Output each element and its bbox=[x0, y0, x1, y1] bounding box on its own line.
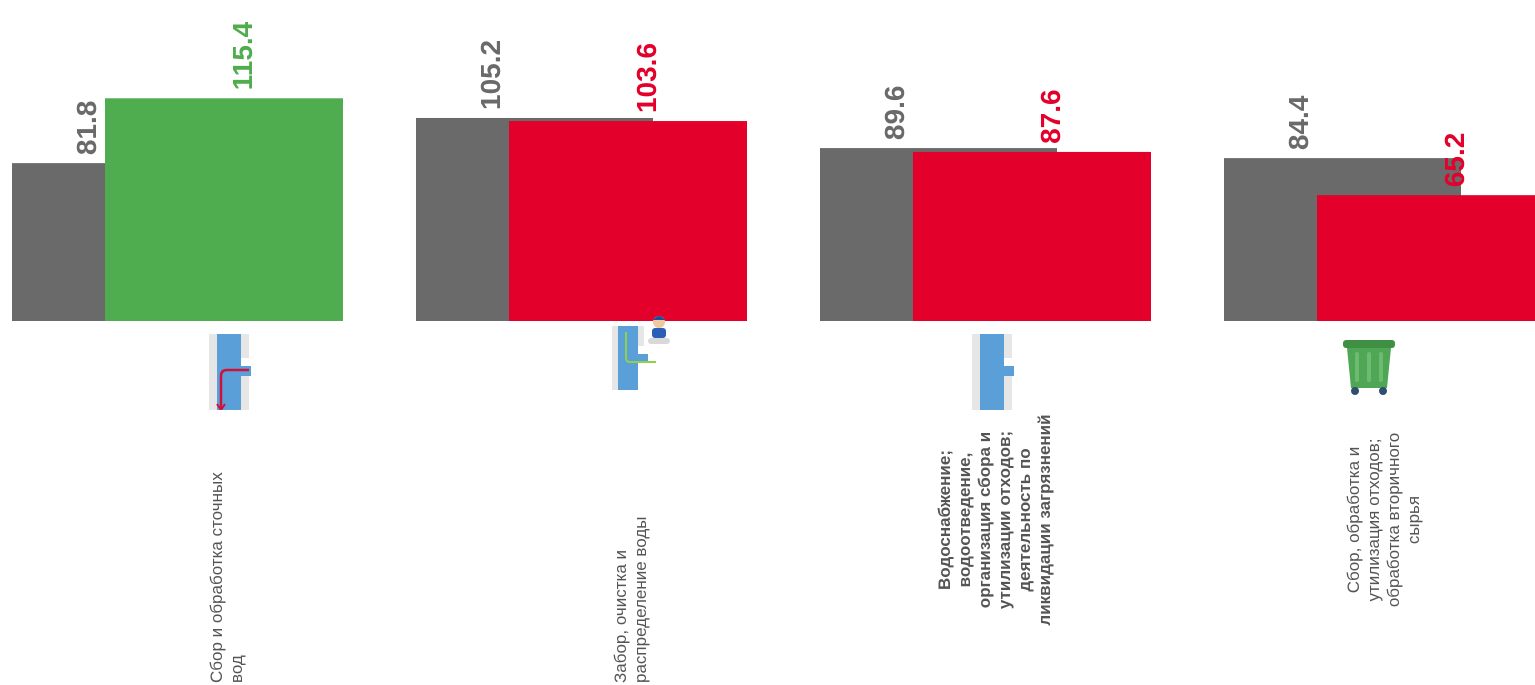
category-label-line: ликвидации загрязнений bbox=[1035, 414, 1054, 625]
category-label: Забор, очистка ираспределение воды bbox=[611, 517, 650, 683]
category-label-line: Водоснабжение; bbox=[935, 450, 954, 590]
category-label: Водоснабжение;водоотведение,организация … bbox=[935, 414, 1054, 625]
bar-current bbox=[509, 121, 747, 321]
bar-value-label-previous: 81.8 bbox=[71, 101, 102, 156]
water-intake-worker-icon bbox=[612, 315, 671, 390]
water-pipe-icon bbox=[972, 334, 1014, 410]
bar-group: 89.6 87.6 Водоснабжение;водоотведение,орга… bbox=[820, 86, 1151, 626]
category-label-line: вод bbox=[227, 655, 246, 683]
bar-value-label-previous: 84.4 bbox=[1283, 95, 1314, 150]
category-label-line: утилизации отходов; bbox=[995, 431, 1014, 609]
category-label-line: утилизация отходов; bbox=[1364, 439, 1383, 602]
bar-current bbox=[913, 151, 1151, 321]
plot-area: 81.8 115.4 Сбор и обработка сточныхвод 105.… bbox=[12, 21, 1535, 683]
bar-group: 81.8 115.4 Сбор и обработка сточныхвод bbox=[12, 21, 343, 683]
bar-value-label-previous: 89.6 bbox=[879, 86, 910, 141]
bar-value-label-current: 115.4 bbox=[227, 21, 258, 90]
category-label-line: Сбор и обработка сточных bbox=[207, 472, 226, 683]
category-label-line: Сбор, обработка и bbox=[1344, 447, 1363, 594]
bar-value-label-current: 87.6 bbox=[1035, 89, 1066, 144]
category-label-line: деятельность по bbox=[1015, 448, 1034, 591]
category-label-line: распределение воды bbox=[631, 517, 650, 683]
bar-group: 105.2 103.6 Забор, очистка ираспределение … bbox=[416, 40, 747, 683]
category-label: Сбор, обработка иутилизация отходов;обра… bbox=[1344, 433, 1423, 607]
category-label-line: Забор, очистка и bbox=[611, 550, 630, 683]
bar-group: 84.4 65.2 Сбор, обработка иутилизация отхо… bbox=[1224, 95, 1535, 607]
bar-value-label-current: 103.6 bbox=[631, 43, 662, 113]
bar-value-label-current: 65.2 bbox=[1439, 133, 1470, 188]
waste-container-icon bbox=[1343, 340, 1395, 395]
category-label-line: обработка вторичного bbox=[1384, 433, 1403, 607]
bar-value-label-previous: 105.2 bbox=[475, 40, 506, 110]
category-label-line: организация сбора и bbox=[975, 432, 994, 608]
category-label-line: водоотведение, bbox=[955, 453, 974, 588]
bar-current bbox=[105, 98, 343, 321]
category-label-line: сырья bbox=[1404, 496, 1423, 544]
bar-current bbox=[1317, 195, 1535, 321]
category-label: Сбор и обработка сточныхвод bbox=[207, 472, 246, 683]
sewage-pipe-icon bbox=[209, 334, 251, 410]
